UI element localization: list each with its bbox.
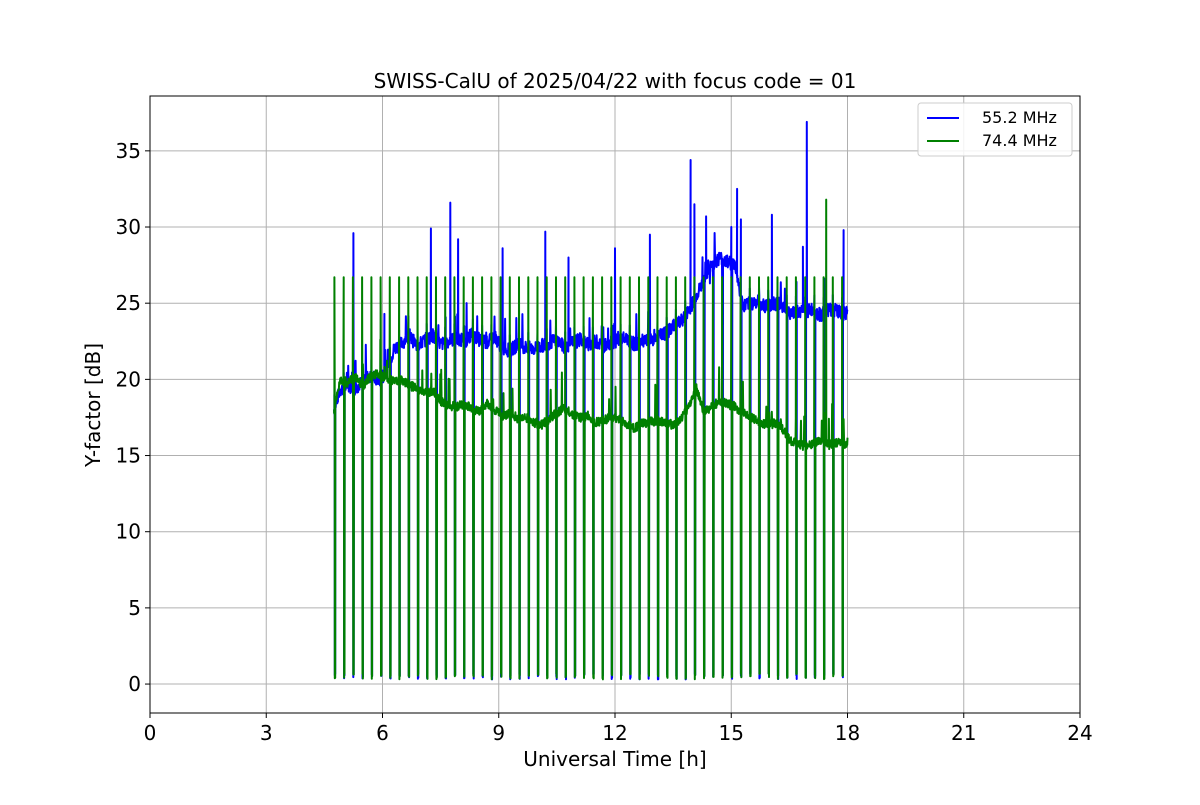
series-line-74mhz bbox=[333, 198, 849, 681]
y-tick-label: 5 bbox=[128, 596, 141, 620]
x-tick-label: 18 bbox=[835, 721, 860, 745]
y-tick-label: 0 bbox=[128, 672, 141, 696]
y-tick-label: 35 bbox=[116, 139, 141, 163]
y-tick-label: 10 bbox=[116, 520, 141, 544]
y-tick-label: 30 bbox=[116, 215, 141, 239]
x-tick-label: 0 bbox=[144, 721, 157, 745]
x-axis: 0 3 6 9 12 15 18 21 24 bbox=[144, 713, 1093, 745]
y-tick-label: 25 bbox=[116, 291, 141, 315]
legend-label-74mhz: 74.4 MHz bbox=[982, 131, 1057, 150]
x-tick-label: 12 bbox=[602, 721, 627, 745]
x-tick-label: 9 bbox=[492, 721, 505, 745]
chart-title: SWISS-CalU of 2025/04/22 with focus code… bbox=[374, 69, 857, 93]
x-tick-label: 6 bbox=[376, 721, 389, 745]
legend-box bbox=[917, 102, 1073, 157]
series-group bbox=[333, 120, 849, 681]
plot-area bbox=[333, 120, 849, 681]
x-tick-label: 15 bbox=[719, 721, 744, 745]
legend: 55.2 MHz 74.4 MHz bbox=[917, 102, 1073, 157]
legend-label-55mhz: 55.2 MHz bbox=[982, 108, 1057, 127]
x-axis-label: Universal Time [h] bbox=[523, 747, 706, 771]
x-tick-label: 3 bbox=[260, 721, 273, 745]
y-tick-label: 15 bbox=[116, 444, 141, 468]
y-tick-label: 20 bbox=[116, 367, 141, 391]
x-tick-label: 21 bbox=[951, 721, 976, 745]
y-axis: 0 5 10 15 20 25 30 35 bbox=[116, 139, 150, 696]
y-axis-label: Y-factor [dB] bbox=[81, 343, 105, 468]
x-tick-label: 24 bbox=[1067, 721, 1092, 745]
